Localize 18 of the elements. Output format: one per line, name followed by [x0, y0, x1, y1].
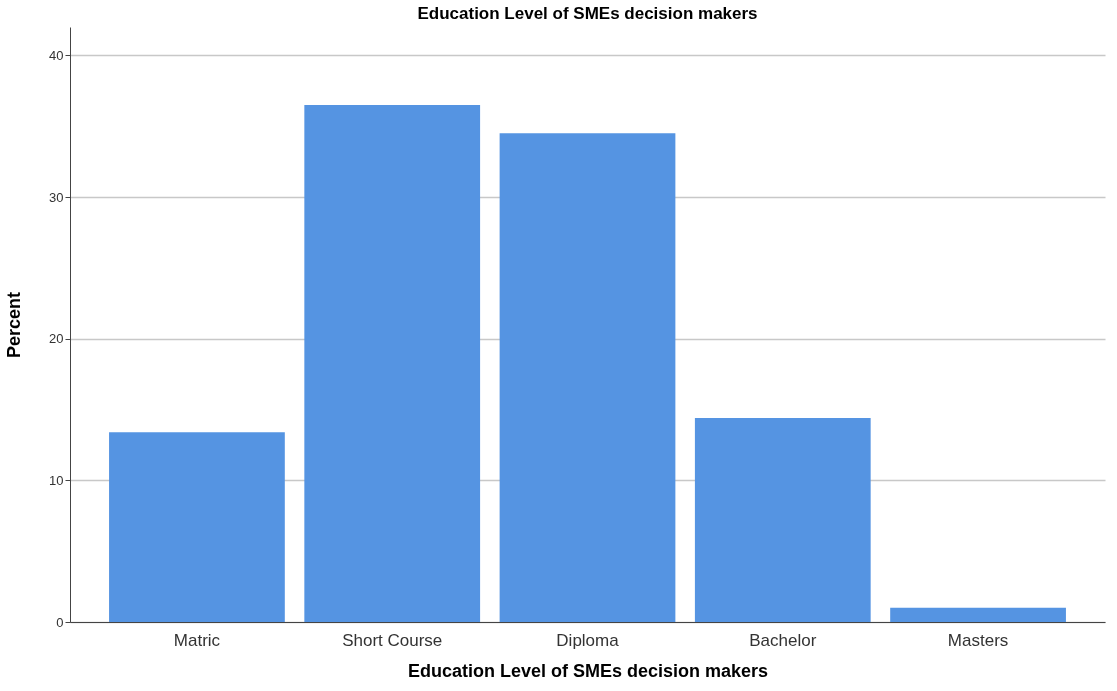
- bar: [694, 418, 871, 622]
- x-tick-label: Diploma: [556, 630, 620, 650]
- y-axis-title: Percent: [4, 291, 25, 359]
- bar: [890, 607, 1066, 622]
- x-tick-label: Bachelor: [749, 630, 817, 650]
- y-tick-label: 10: [49, 472, 64, 488]
- x-tick-label: Masters: [947, 630, 1009, 650]
- y-tick-label: 0: [56, 614, 64, 630]
- y-tick-label: 30: [49, 189, 64, 205]
- x-tick-label: Short Course: [342, 630, 443, 650]
- bar: [304, 104, 481, 622]
- chart-title: Education Level of SMEs decision makers: [417, 4, 758, 23]
- bar: [499, 133, 676, 622]
- y-tick-label: 20: [49, 331, 64, 347]
- x-axis-title: Education Level of SMEs decision makers: [407, 660, 769, 681]
- x-tick-label: Matric: [173, 630, 221, 650]
- bar: [109, 432, 285, 622]
- y-tick-label: 40: [49, 47, 64, 63]
